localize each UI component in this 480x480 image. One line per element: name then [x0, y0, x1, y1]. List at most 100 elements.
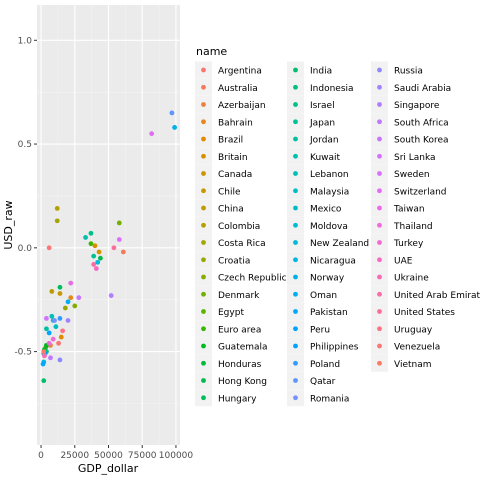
x-tick-label: 50000: [94, 451, 123, 461]
data-point: [46, 330, 52, 336]
y-tick-label: -0.5: [14, 348, 32, 358]
data-point: [57, 357, 63, 363]
legend-marker: [201, 102, 206, 107]
data-point: [40, 361, 46, 367]
data-point: [68, 280, 74, 286]
data-point: [88, 230, 94, 236]
legend-label: Malaysia: [310, 187, 349, 197]
legend-label: Peru: [310, 325, 330, 335]
data-point: [91, 262, 97, 267]
x-tick-label: 75000: [128, 451, 157, 461]
legend-label: Jordan: [309, 136, 339, 146]
data-point: [108, 293, 114, 298]
legend-marker: [377, 188, 382, 194]
legend-marker: [293, 343, 298, 349]
legend-label: Hungary: [218, 394, 257, 404]
legend-label: Vietnam: [394, 360, 432, 370]
gridlines: [37, 5, 180, 445]
legend-label: Costa Rica: [218, 239, 266, 249]
legend-items: Argentina Australia Azerbaijan Bahrain Brazi…: [195, 61, 480, 407]
legend-label: New Zealand: [310, 239, 369, 249]
x-tick-label: 25000: [60, 451, 89, 461]
legend-marker: [201, 360, 206, 366]
legend-marker: [377, 291, 382, 297]
legend-label: Norway: [310, 274, 345, 284]
legend-marker: [201, 240, 206, 245]
data-point: [49, 289, 55, 294]
y-tick-label: 1.0: [18, 36, 33, 46]
x-tick-label: 0: [38, 451, 44, 461]
data-point: [50, 336, 56, 342]
legend-marker: [201, 274, 206, 280]
legend-marker: [201, 67, 206, 73]
legend-marker: [293, 240, 298, 245]
legend-marker: [293, 274, 298, 280]
data-point: [149, 131, 155, 137]
legend-marker: [377, 136, 382, 142]
data-point: [72, 303, 78, 309]
legend-marker: [377, 84, 382, 90]
legend-label: Poland: [310, 360, 340, 370]
legend-marker: [201, 343, 206, 349]
legend-marker: [377, 222, 382, 228]
legend-label: Taiwan: [393, 205, 425, 215]
y-tick-label: 0.0: [18, 244, 33, 254]
legend-label: South Africa: [394, 118, 449, 128]
y-tick-label: 0.5: [18, 140, 32, 150]
legend-label: Uruguay: [394, 325, 433, 335]
data-point: [48, 355, 53, 361]
legend-label: Nicaragua: [310, 256, 356, 266]
legend-label: Colombia: [218, 222, 260, 232]
legend-label: Philippines: [310, 343, 359, 353]
legend-label: Russia: [394, 67, 423, 77]
data-point: [96, 249, 102, 255]
legend-label: Sweden: [394, 170, 430, 180]
data-point: [65, 318, 71, 323]
data-point: [56, 340, 61, 346]
data-point: [41, 349, 47, 355]
data-point: [46, 245, 52, 251]
legend-label: Azerbaijan: [218, 101, 266, 111]
legend-marker: [293, 84, 298, 90]
legend-marker: [293, 102, 298, 107]
data-point: [88, 241, 94, 247]
legend-marker: [377, 102, 382, 107]
legend-marker: [201, 291, 206, 297]
data-point: [62, 305, 68, 311]
legend-label: United Arab Emirates: [394, 291, 480, 301]
legend-marker: [201, 136, 206, 142]
legend-marker: [293, 309, 298, 314]
legend-label: Israel: [310, 101, 335, 111]
legend-marker: [293, 171, 298, 176]
legend-label: Turkey: [393, 239, 424, 249]
legend-marker: [201, 326, 206, 332]
legend-title: name: [196, 45, 227, 58]
legend-label: Singapore: [394, 101, 440, 111]
legend-marker: [201, 378, 206, 383]
legend-marker: [293, 326, 298, 332]
legend-label: Moldova: [310, 222, 348, 232]
legend-marker: [377, 326, 382, 332]
data-point: [83, 235, 88, 240]
legend-label: Mexico: [310, 205, 342, 215]
x-axis-ticks: 0 25000 50000 75000 100000: [38, 445, 193, 461]
legend-label: South Korea: [394, 136, 449, 146]
data-point: [42, 353, 47, 359]
legend-marker: [201, 257, 206, 263]
legend-label: Argentina: [218, 67, 262, 77]
legend-label: Hong Kong: [218, 377, 267, 387]
x-axis-label: GDP_dollar: [78, 462, 139, 475]
data-point: [95, 259, 101, 265]
data-point: [68, 295, 74, 301]
legend-label: India: [310, 67, 332, 77]
data-point: [60, 328, 66, 334]
data-point: [57, 291, 63, 296]
data-point: [93, 266, 99, 271]
data-point: [120, 249, 126, 255]
legend-label: Euro area: [218, 325, 261, 335]
data-point: [54, 218, 60, 224]
legend-marker: [377, 274, 382, 280]
legend-marker: [201, 84, 206, 90]
legend-label: United States: [394, 308, 455, 318]
